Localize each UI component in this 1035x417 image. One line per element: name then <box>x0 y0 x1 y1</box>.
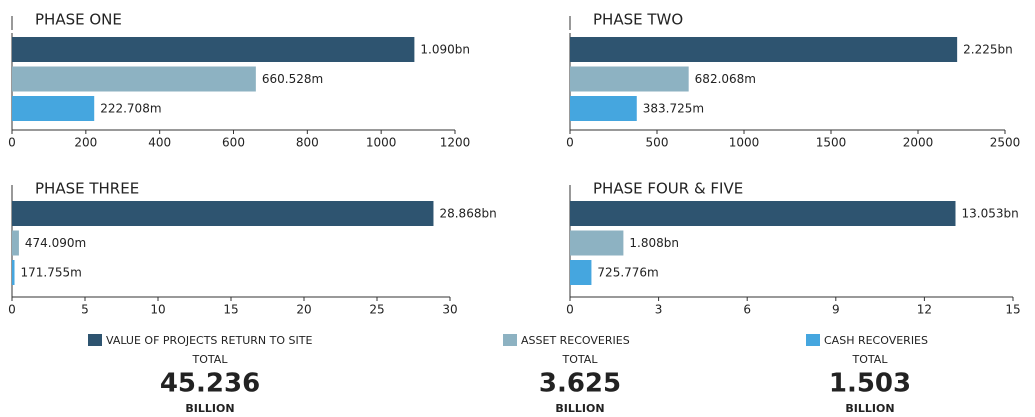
total-value: 45.236 <box>160 369 260 399</box>
bar <box>570 260 592 285</box>
x-tick-label: 1000 <box>366 136 397 150</box>
x-tick-label: 25 <box>369 303 384 317</box>
bar <box>12 66 256 92</box>
bar <box>570 230 624 256</box>
value-label: 725.776m <box>597 266 658 280</box>
x-tick-label: 1500 <box>816 136 847 150</box>
legend-swatch <box>88 334 102 346</box>
x-tick-label: 12 <box>917 303 932 317</box>
legend-label: CASH RECOVERIES <box>824 334 928 347</box>
x-tick-label: 600 <box>222 136 245 150</box>
x-tick-label: 15 <box>223 303 238 317</box>
value-label: 474.090m <box>25 236 86 250</box>
x-tick-label: 0 <box>8 136 16 150</box>
total-label: TOTAL <box>562 353 599 366</box>
bar <box>12 37 415 62</box>
bar <box>12 260 15 285</box>
x-tick-label: 0 <box>566 136 574 150</box>
x-tick-label: 500 <box>646 136 669 150</box>
x-tick-label: 10 <box>150 303 165 317</box>
x-tick-label: 9 <box>832 303 840 317</box>
chart-title: PHASE ONE <box>35 11 122 29</box>
x-tick-label: 15 <box>1005 303 1020 317</box>
value-label: 1.808bn <box>629 236 679 250</box>
legend-label: VALUE OF PROJECTS RETURN TO SITE <box>106 334 312 347</box>
x-tick-label: 200 <box>74 136 97 150</box>
bar <box>12 230 19 256</box>
value-label: 2.225bn <box>963 43 1013 57</box>
bar <box>12 201 434 226</box>
total-unit: BILLION <box>555 402 604 415</box>
total-label: TOTAL <box>852 353 889 366</box>
total-unit: BILLION <box>185 402 234 415</box>
chart-title: PHASE FOUR & FIVE <box>593 180 743 198</box>
legend-swatch <box>503 334 517 346</box>
x-tick-label: 1200 <box>440 136 471 150</box>
x-tick-label: 0 <box>8 303 16 317</box>
total-value: 3.625 <box>539 369 621 399</box>
x-tick-label: 20 <box>296 303 311 317</box>
x-tick-label: 30 <box>442 303 457 317</box>
legend-label: ASSET RECOVERIES <box>521 334 630 347</box>
x-tick-label: 400 <box>148 136 171 150</box>
value-label: 222.708m <box>100 102 161 116</box>
total-value: 1.503 <box>829 369 911 399</box>
bar <box>12 96 95 121</box>
chart-title: PHASE THREE <box>35 180 139 198</box>
value-label: 13.053bn <box>961 207 1018 221</box>
x-tick-label: 2000 <box>903 136 934 150</box>
x-tick-label: 5 <box>81 303 89 317</box>
x-tick-label: 1000 <box>729 136 760 150</box>
bar <box>570 201 956 226</box>
total-unit: BILLION <box>845 402 894 415</box>
x-tick-label: 6 <box>743 303 751 317</box>
bar <box>570 96 637 121</box>
value-label: 1.090bn <box>420 43 470 57</box>
value-label: 682.068m <box>695 72 756 86</box>
value-label: 171.755m <box>21 266 82 280</box>
legend-swatch <box>806 334 820 346</box>
total-label: TOTAL <box>192 353 229 366</box>
value-label: 28.868bn <box>439 207 496 221</box>
x-tick-label: 0 <box>566 303 574 317</box>
value-label: 660.528m <box>262 72 323 86</box>
x-tick-label: 800 <box>296 136 319 150</box>
value-label: 383.725m <box>643 102 704 116</box>
bar <box>570 37 958 62</box>
chart-title: PHASE TWO <box>593 11 683 29</box>
x-tick-label: 2500 <box>990 136 1021 150</box>
x-tick-label: 3 <box>655 303 663 317</box>
bar <box>570 66 689 92</box>
